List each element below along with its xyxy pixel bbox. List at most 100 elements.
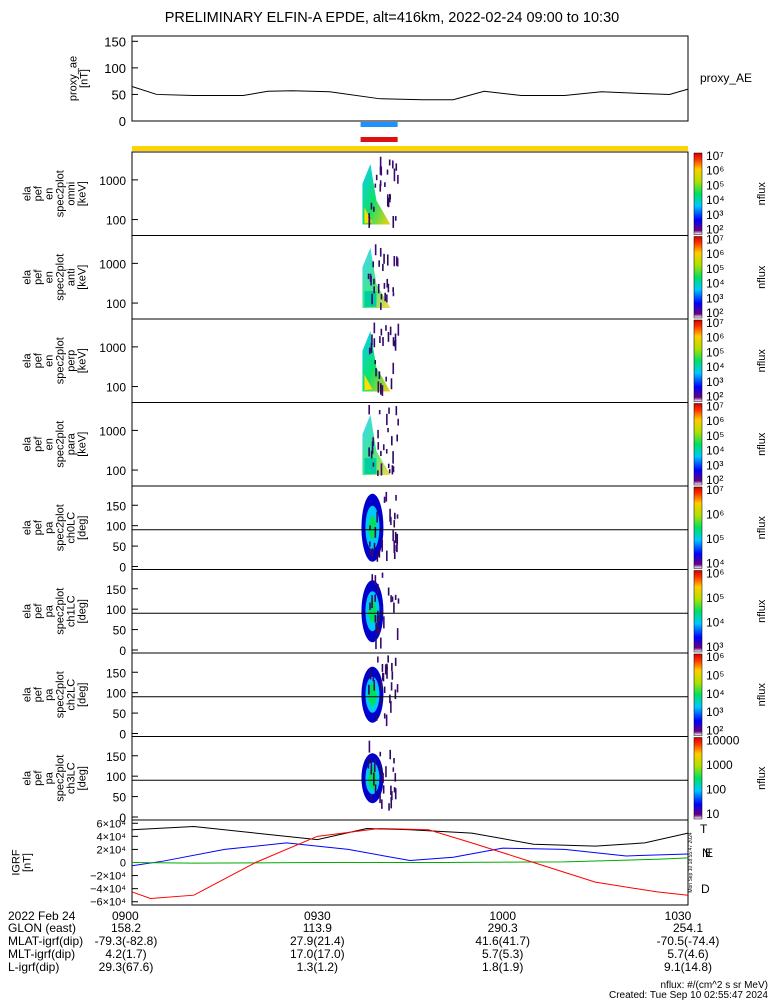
spectrogram-pixel bbox=[382, 785, 385, 794]
igrf-series-N bbox=[131, 842, 689, 867]
spectrogram-pixel bbox=[390, 785, 392, 796]
spectrogram-pixel bbox=[397, 598, 400, 604]
igrf-ytick-label: 4×10⁴ bbox=[96, 831, 126, 843]
spectrogram-pixel bbox=[392, 451, 394, 464]
spectrogram-pixel bbox=[386, 254, 389, 266]
pa-ylabel-line: ela bbox=[22, 520, 34, 536]
spectrogram-pixel bbox=[389, 508, 391, 522]
interval-bars bbox=[132, 122, 688, 151]
spectrogram-pixel bbox=[374, 527, 377, 538]
spectrogram-pixel bbox=[387, 655, 389, 663]
colorbar-tick-label: 10⁶ bbox=[706, 567, 724, 581]
pa-ytick-label: 50 bbox=[113, 624, 127, 638]
spectrogram-pixel bbox=[371, 548, 374, 558]
colorbar-tick-label: 1000 bbox=[706, 758, 733, 772]
spectrogram-pixel bbox=[367, 756, 370, 769]
energy-ytick-label: 100 bbox=[106, 464, 126, 478]
spectrogram-pixel bbox=[387, 463, 390, 469]
igrf-ytick-label: 2×10⁴ bbox=[96, 844, 126, 856]
energy-ytick-label: 1000 bbox=[99, 341, 126, 355]
pa-ytick-label: 150 bbox=[106, 666, 126, 680]
ephem-value: 5.7(4.6) bbox=[667, 947, 708, 961]
spectrogram-pixel bbox=[379, 763, 382, 777]
igrf-series-label: D bbox=[701, 882, 710, 896]
pa-ytick-label: 150 bbox=[106, 499, 126, 513]
spectrogram-pixel bbox=[373, 763, 376, 773]
colorbar-tick-label: 10⁴ bbox=[706, 277, 725, 291]
spectrogram-pixel bbox=[368, 219, 371, 228]
colorbar-tick-label: 10⁴ bbox=[706, 687, 725, 701]
spectrogram-pixel bbox=[397, 418, 399, 426]
ephem-value: 5.7(5.3) bbox=[482, 947, 523, 961]
spectrogram-pixel bbox=[370, 769, 373, 775]
ephem-x-tick: 0930 bbox=[304, 909, 331, 923]
spectrogram-core bbox=[364, 374, 373, 391]
spectrogram-pixel bbox=[394, 333, 397, 342]
colorbar-tick-label: 10⁶ bbox=[706, 331, 724, 345]
ephem-value: 27.9(21.4) bbox=[290, 934, 345, 948]
panel-frame bbox=[131, 485, 689, 570]
pa-ytick-label: 100 bbox=[106, 770, 126, 784]
ephem-value: -79.3(-82.8) bbox=[95, 934, 158, 948]
ephem-row-label: MLT-igrf(dip) bbox=[8, 947, 75, 961]
pa-ytick-label: 0 bbox=[119, 811, 126, 825]
spectrogram-pixel bbox=[388, 159, 391, 166]
ae-ytick-label: 100 bbox=[104, 61, 126, 76]
pa-ytick-label: 50 bbox=[113, 707, 127, 721]
spectrogram-pixel bbox=[394, 689, 397, 700]
spectrogram-pixel bbox=[369, 667, 372, 680]
spectrogram-pixel bbox=[378, 614, 381, 622]
spectrogram-pixel bbox=[375, 174, 378, 181]
pa-ytick-label: 100 bbox=[106, 603, 126, 617]
spectrogram-pixel bbox=[387, 331, 390, 342]
spectrogram-pixel bbox=[368, 404, 370, 415]
ephem-x-tick: 1000 bbox=[489, 909, 516, 923]
spectrogram-pixel bbox=[383, 616, 385, 629]
igrf-series-label: T bbox=[700, 822, 708, 836]
igrf-ylabel-line: [nT] bbox=[22, 853, 34, 872]
pa-ytick-label: 50 bbox=[113, 791, 127, 805]
spectrogram-pixel bbox=[374, 594, 376, 602]
colorbar-tick-label: 10⁷ bbox=[706, 233, 724, 247]
pa-ylabel-line: [deg] bbox=[77, 516, 89, 540]
pa-ylabel-line: ch0LC bbox=[66, 512, 78, 544]
spectrogram-pixel bbox=[392, 767, 395, 772]
spectrogram-pixel bbox=[370, 794, 373, 800]
energy-ylabel-line: en bbox=[44, 438, 56, 450]
spectrogram-pixel bbox=[374, 759, 377, 765]
spectrogram-pixel bbox=[368, 447, 370, 457]
energy-ylabel-line: pef bbox=[33, 185, 45, 201]
spectrogram-pixel bbox=[390, 516, 392, 526]
colorbar bbox=[693, 319, 703, 402]
energy-ytick-label: 100 bbox=[106, 214, 126, 228]
spectrogram-pixel bbox=[389, 694, 391, 704]
pa-blob-core bbox=[368, 515, 377, 540]
spectrogram-core bbox=[364, 458, 377, 474]
spectrogram-pixel bbox=[381, 663, 384, 672]
ephem-row-label: L-igrf(dip) bbox=[8, 960, 59, 974]
spectrogram-pixel bbox=[380, 463, 383, 476]
spectrogram-pixel bbox=[393, 168, 396, 182]
spectrogram-pixel bbox=[377, 381, 380, 393]
spectrogram-pixel bbox=[393, 540, 396, 553]
spectrogram-pixel bbox=[387, 283, 390, 293]
interval-bar bbox=[132, 146, 688, 151]
spectrogram-pixel bbox=[392, 337, 395, 346]
pa-ylabel-line: spec2plot bbox=[55, 588, 67, 635]
pa-ylabel-line: pef bbox=[33, 519, 45, 535]
spectrogram-pixel bbox=[379, 751, 382, 757]
spectrogram-pixel bbox=[374, 614, 377, 623]
spectrogram-pixel bbox=[373, 772, 375, 786]
spectrogram-pixel bbox=[382, 337, 384, 346]
spectrogram-pixel bbox=[393, 602, 395, 613]
energy-ylabel-line: anti bbox=[66, 268, 78, 286]
spectrogram-pixel bbox=[383, 686, 386, 693]
spectrogram-pixel bbox=[383, 496, 386, 503]
spectrogram-pixel bbox=[380, 695, 383, 705]
energy-ytick-label: 1000 bbox=[99, 174, 126, 188]
ephem-value: -70.5(-74.4) bbox=[657, 934, 720, 948]
energy-ylabel-line: [keV] bbox=[77, 265, 89, 290]
spectrogram-pixel bbox=[393, 758, 395, 764]
spectrogram-pixel bbox=[370, 202, 373, 210]
